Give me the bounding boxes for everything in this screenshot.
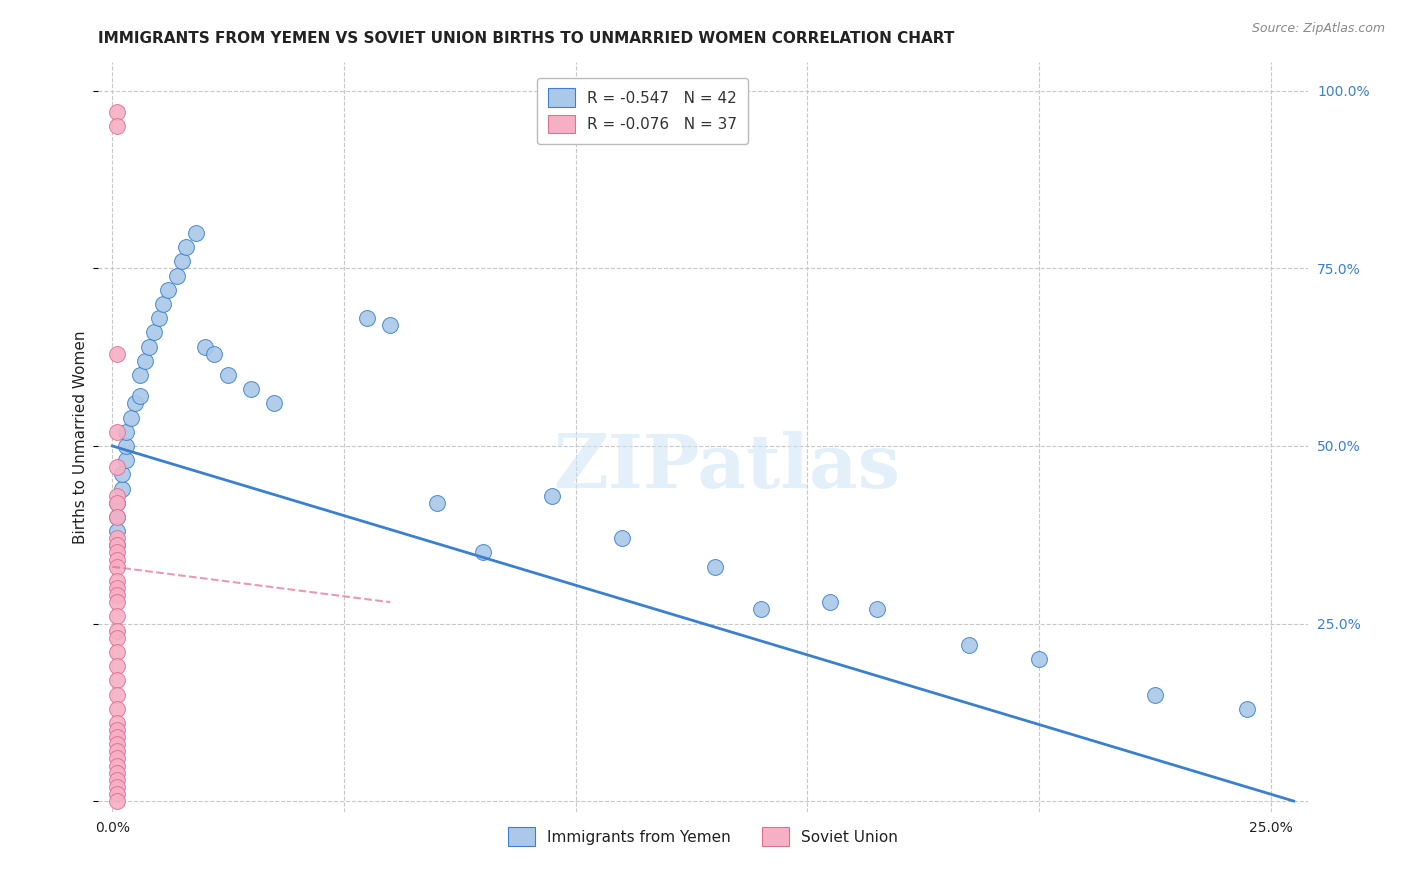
Point xyxy=(1143,688,1166,702)
Text: IMMIGRANTS FROM YEMEN VS SOVIET UNION BIRTHS TO UNMARRIED WOMEN CORRELATION CHAR: IMMIGRANTS FROM YEMEN VS SOVIET UNION BI… xyxy=(98,31,955,46)
Point xyxy=(380,318,402,333)
Point xyxy=(105,780,128,794)
Point xyxy=(866,602,889,616)
Point xyxy=(703,559,725,574)
Point xyxy=(105,645,128,659)
Point xyxy=(610,531,633,545)
Point xyxy=(143,326,166,340)
Point xyxy=(105,758,128,772)
Point xyxy=(129,368,152,382)
Point xyxy=(957,638,980,652)
Point xyxy=(471,545,494,559)
Point xyxy=(105,460,128,475)
Point xyxy=(105,751,128,765)
Point xyxy=(105,673,128,688)
Point xyxy=(105,794,128,808)
Point xyxy=(105,715,128,730)
Point xyxy=(134,353,156,368)
Point xyxy=(105,538,128,552)
Point xyxy=(105,120,128,134)
Point xyxy=(426,496,449,510)
Point xyxy=(105,631,128,645)
Point xyxy=(105,737,128,751)
Point xyxy=(105,787,128,801)
Point xyxy=(105,510,128,524)
Point xyxy=(105,765,128,780)
Point xyxy=(138,339,160,353)
Point xyxy=(148,311,170,326)
Text: Source: ZipAtlas.com: Source: ZipAtlas.com xyxy=(1251,22,1385,36)
Point xyxy=(820,595,842,609)
Text: ZIPatlas: ZIPatlas xyxy=(554,431,901,504)
Point xyxy=(166,268,188,283)
Point xyxy=(356,311,378,326)
Point xyxy=(105,688,128,702)
Point xyxy=(105,772,128,787)
Point xyxy=(105,489,128,503)
Point xyxy=(105,744,128,758)
Point xyxy=(105,510,128,524)
Point xyxy=(749,602,772,616)
Point xyxy=(124,396,146,410)
Point xyxy=(105,581,128,595)
Point xyxy=(105,496,128,510)
Point xyxy=(156,283,179,297)
Point xyxy=(115,439,138,453)
Point xyxy=(105,496,128,510)
Point xyxy=(1236,702,1258,716)
Point xyxy=(110,482,132,496)
Point xyxy=(105,702,128,716)
Point xyxy=(105,624,128,638)
Point xyxy=(105,531,128,545)
Point xyxy=(541,489,564,503)
Point xyxy=(105,730,128,744)
Point xyxy=(105,524,128,538)
Point xyxy=(105,559,128,574)
Point xyxy=(263,396,285,410)
Point xyxy=(105,588,128,602)
Point xyxy=(105,105,128,120)
Point xyxy=(184,226,207,240)
Point xyxy=(105,595,128,609)
Legend: Immigrants from Yemen, Soviet Union: Immigrants from Yemen, Soviet Union xyxy=(496,816,910,856)
Point xyxy=(152,297,174,311)
Point xyxy=(202,346,225,360)
Point xyxy=(115,425,138,439)
Point xyxy=(105,346,128,360)
Point xyxy=(170,254,193,268)
Point xyxy=(105,545,128,559)
Point xyxy=(105,609,128,624)
Point xyxy=(115,453,138,467)
Point xyxy=(194,339,217,353)
Point xyxy=(129,389,152,403)
Point xyxy=(240,382,263,396)
Point xyxy=(176,240,198,254)
Point xyxy=(105,538,128,552)
Point xyxy=(217,368,239,382)
Point xyxy=(1028,652,1050,666)
Y-axis label: Births to Unmarried Women: Births to Unmarried Women xyxy=(73,330,89,544)
Point xyxy=(120,410,142,425)
Point xyxy=(105,552,128,566)
Point xyxy=(110,467,132,482)
Point xyxy=(105,574,128,588)
Point xyxy=(105,723,128,737)
Point xyxy=(105,659,128,673)
Point xyxy=(105,425,128,439)
